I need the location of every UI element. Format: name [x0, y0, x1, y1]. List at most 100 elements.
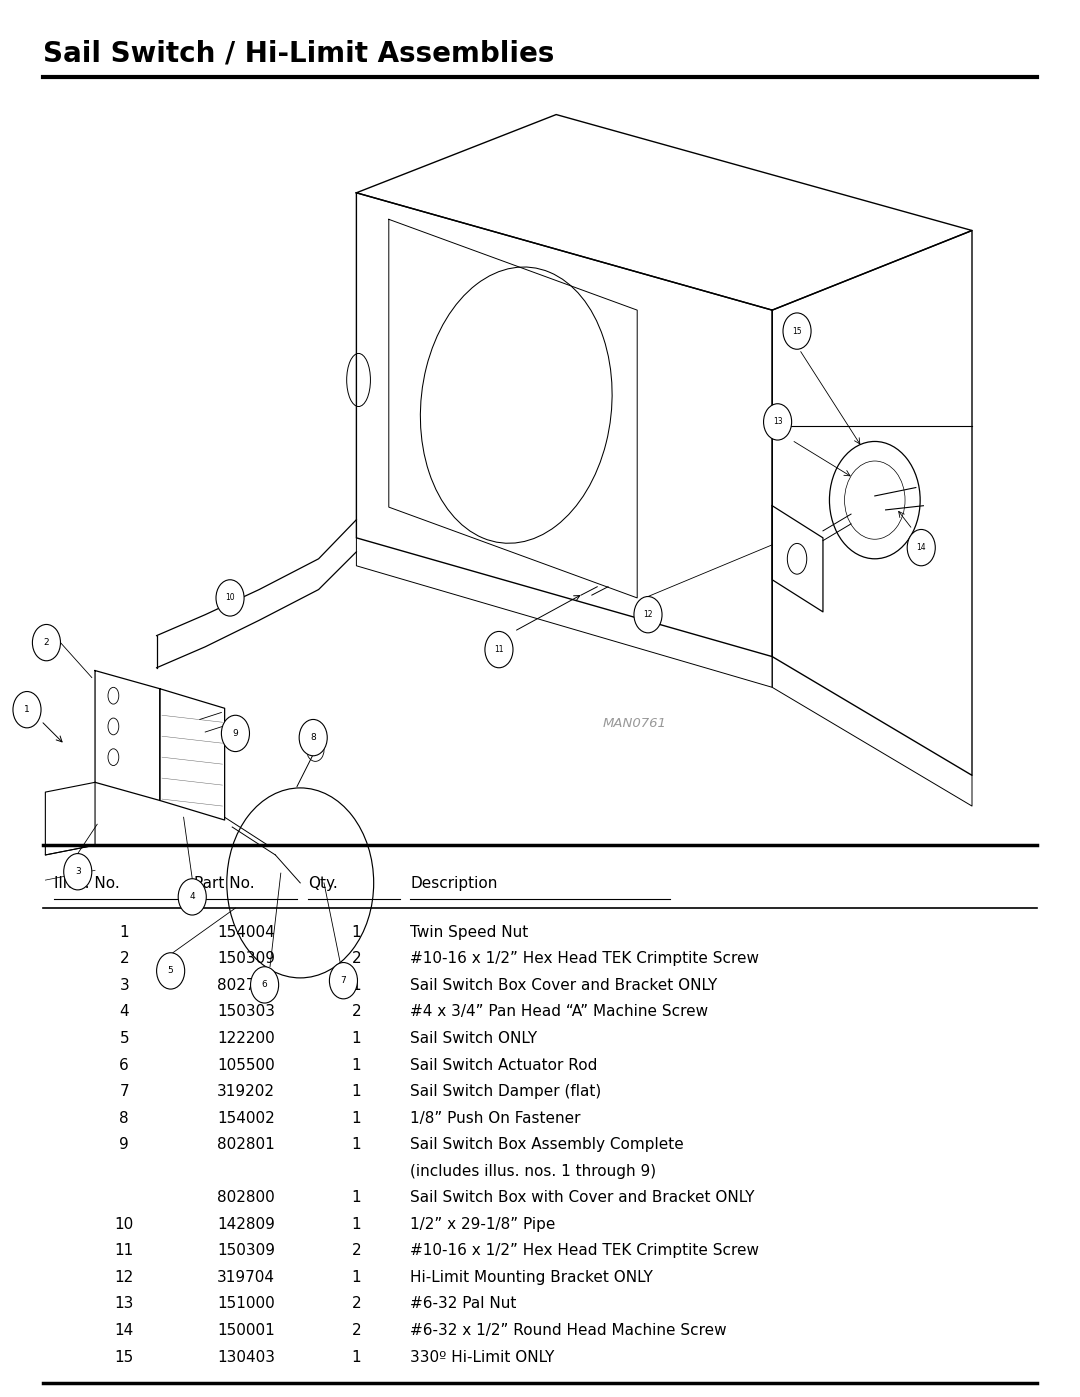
Text: 2: 2	[352, 1243, 361, 1259]
Text: 7: 7	[340, 977, 347, 985]
Text: 13: 13	[114, 1296, 134, 1312]
Text: 1: 1	[352, 1031, 361, 1046]
Text: Description: Description	[410, 876, 498, 891]
Text: 151000: 151000	[217, 1296, 275, 1312]
Text: MAN0761: MAN0761	[603, 717, 666, 731]
Text: #10-16 x 1/2” Hex Head TEK Crimptite Screw: #10-16 x 1/2” Hex Head TEK Crimptite Scr…	[410, 1243, 759, 1259]
Text: Sail Switch Box Cover and Bracket ONLY: Sail Switch Box Cover and Bracket ONLY	[410, 978, 717, 993]
Text: 1: 1	[24, 705, 30, 714]
Circle shape	[329, 963, 357, 999]
Text: 150303: 150303	[217, 1004, 275, 1020]
Text: 2: 2	[43, 638, 50, 647]
Text: 1: 1	[352, 1270, 361, 1285]
Text: 1: 1	[352, 978, 361, 993]
Text: 1/2” x 29-1/8” Pipe: 1/2” x 29-1/8” Pipe	[410, 1217, 556, 1232]
Text: Qty.: Qty.	[308, 876, 338, 891]
Text: Twin Speed Nut: Twin Speed Nut	[410, 925, 528, 940]
Text: 14: 14	[114, 1323, 134, 1338]
Text: #4 x 3/4” Pan Head “A” Machine Screw: #4 x 3/4” Pan Head “A” Machine Screw	[410, 1004, 708, 1020]
Circle shape	[485, 631, 513, 668]
Text: 11: 11	[114, 1243, 134, 1259]
Text: Hi-Limit Mounting Bracket ONLY: Hi-Limit Mounting Bracket ONLY	[410, 1270, 653, 1285]
Text: 154002: 154002	[217, 1111, 275, 1126]
Text: 15: 15	[114, 1350, 134, 1365]
Text: 7: 7	[120, 1084, 129, 1099]
Text: #6-32 x 1/2” Round Head Machine Screw: #6-32 x 1/2” Round Head Machine Screw	[410, 1323, 727, 1338]
Circle shape	[907, 529, 935, 566]
Text: 6: 6	[119, 1058, 130, 1073]
Text: 802801: 802801	[217, 1137, 275, 1153]
Text: 9: 9	[232, 729, 239, 738]
Text: #10-16 x 1/2” Hex Head TEK Crimptite Screw: #10-16 x 1/2” Hex Head TEK Crimptite Scr…	[410, 951, 759, 967]
Text: 15: 15	[793, 327, 801, 335]
Text: 154004: 154004	[217, 925, 275, 940]
Circle shape	[634, 597, 662, 633]
Circle shape	[178, 879, 206, 915]
Text: 319202: 319202	[217, 1084, 275, 1099]
Text: 1: 1	[352, 925, 361, 940]
Text: 1/8” Push On Fastener: 1/8” Push On Fastener	[410, 1111, 581, 1126]
Text: Part No.: Part No.	[194, 876, 255, 891]
Text: 1: 1	[120, 925, 129, 940]
Text: 13: 13	[773, 418, 782, 426]
Text: 2: 2	[352, 1004, 361, 1020]
Text: 2: 2	[352, 1296, 361, 1312]
Text: 14: 14	[917, 543, 926, 552]
Text: 150001: 150001	[217, 1323, 275, 1338]
Text: 3: 3	[119, 978, 130, 993]
Text: 330º Hi-Limit ONLY: 330º Hi-Limit ONLY	[410, 1350, 555, 1365]
Text: 3: 3	[75, 868, 81, 876]
Text: 2: 2	[352, 1323, 361, 1338]
Text: 142809: 142809	[217, 1217, 275, 1232]
Text: 4: 4	[189, 893, 195, 901]
Text: 1: 1	[352, 1217, 361, 1232]
Text: 9: 9	[119, 1137, 130, 1153]
Text: 2: 2	[352, 951, 361, 967]
Circle shape	[64, 854, 92, 890]
Text: Sail Switch / Hi-Limit Assemblies: Sail Switch / Hi-Limit Assemblies	[43, 39, 554, 67]
Text: Sail Switch Actuator Rod: Sail Switch Actuator Rod	[410, 1058, 597, 1073]
Text: 150309: 150309	[217, 1243, 275, 1259]
Text: Illus. No.: Illus. No.	[54, 876, 120, 891]
Text: 105500: 105500	[217, 1058, 275, 1073]
Circle shape	[157, 953, 185, 989]
Text: #6-32 Pal Nut: #6-32 Pal Nut	[410, 1296, 516, 1312]
Text: 4: 4	[120, 1004, 129, 1020]
Text: 8: 8	[120, 1111, 129, 1126]
Circle shape	[32, 624, 60, 661]
Text: (includes illus. nos. 1 through 9): (includes illus. nos. 1 through 9)	[410, 1164, 657, 1179]
Circle shape	[783, 313, 811, 349]
Text: 5: 5	[167, 967, 174, 975]
Text: 10: 10	[114, 1217, 134, 1232]
Text: 2: 2	[120, 951, 129, 967]
Text: 1: 1	[352, 1190, 361, 1206]
Text: 1: 1	[352, 1058, 361, 1073]
Text: 150309: 150309	[217, 951, 275, 967]
Text: Sail Switch ONLY: Sail Switch ONLY	[410, 1031, 538, 1046]
Text: Sail Switch Damper (flat): Sail Switch Damper (flat)	[410, 1084, 602, 1099]
Text: 802799: 802799	[217, 978, 275, 993]
Text: Sail Switch Box with Cover and Bracket ONLY: Sail Switch Box with Cover and Bracket O…	[410, 1190, 755, 1206]
Circle shape	[216, 580, 244, 616]
Text: 122200: 122200	[217, 1031, 275, 1046]
Text: 11: 11	[495, 645, 503, 654]
Text: 10: 10	[226, 594, 234, 602]
Text: 12: 12	[114, 1270, 134, 1285]
Text: 1: 1	[352, 1137, 361, 1153]
Circle shape	[299, 719, 327, 756]
Circle shape	[13, 692, 41, 728]
Text: 8: 8	[310, 733, 316, 742]
Text: 130403: 130403	[217, 1350, 275, 1365]
Text: 802800: 802800	[217, 1190, 275, 1206]
Text: 319704: 319704	[217, 1270, 275, 1285]
Circle shape	[251, 967, 279, 1003]
Text: 12: 12	[644, 610, 652, 619]
Text: 6: 6	[261, 981, 268, 989]
Text: Sail Switch Box Assembly Complete: Sail Switch Box Assembly Complete	[410, 1137, 684, 1153]
Circle shape	[221, 715, 249, 752]
Text: 5: 5	[120, 1031, 129, 1046]
Circle shape	[764, 404, 792, 440]
Text: 1: 1	[352, 1350, 361, 1365]
Text: 1: 1	[352, 1111, 361, 1126]
Text: 1: 1	[352, 1084, 361, 1099]
